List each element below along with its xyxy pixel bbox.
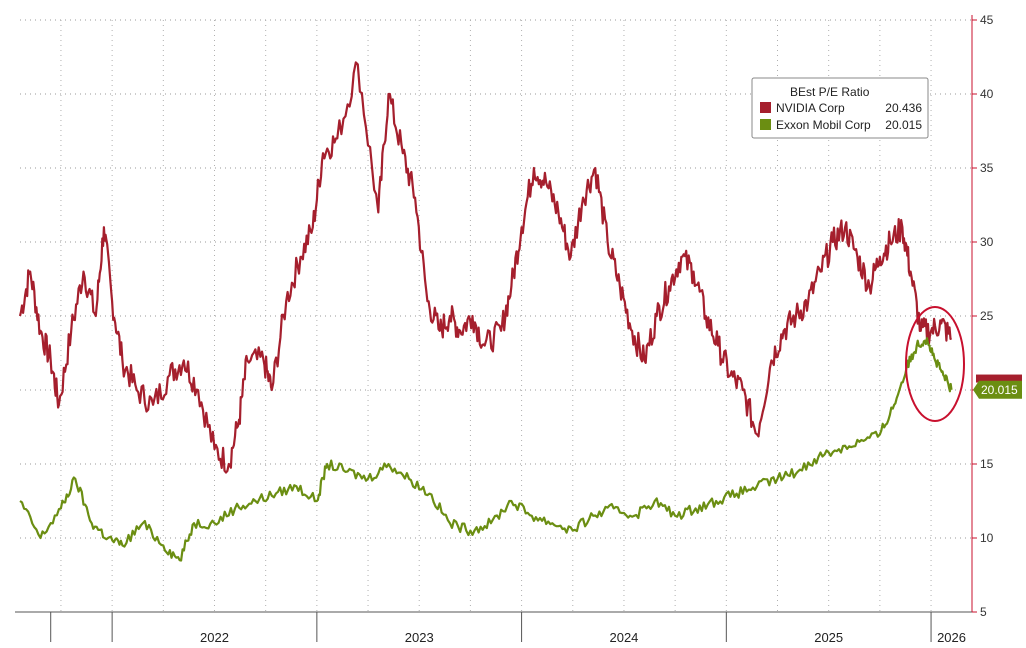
y-tick-label-5: 30 [980, 235, 994, 249]
series-line-exxon [19, 337, 953, 562]
legend-entry-name-1: Exxon Mobil Corp [776, 118, 871, 132]
last-value-tag-exxon [973, 380, 1022, 399]
last-value-tag-nvidia [976, 374, 1022, 383]
x-year-label-3: 2025 [814, 630, 843, 645]
x-year-label-2: 2024 [609, 630, 638, 645]
last-value-tag-label: 20.015 [981, 383, 1018, 397]
axes: 5101520253035404520222023202420252026 [15, 13, 994, 645]
x-year-label-1: 2023 [405, 630, 434, 645]
y-tick-label-4: 25 [980, 309, 994, 323]
y-tick-label-2: 15 [980, 457, 994, 471]
legend-swatch-0 [760, 102, 771, 113]
legend-entry-value-0: 20.436 [885, 101, 922, 115]
y-tick-label-1: 10 [980, 531, 994, 545]
y-tick-label-0: 5 [980, 605, 987, 619]
series-layer [18, 61, 953, 562]
highlight-circle [905, 306, 965, 422]
annotation-layer: 20.015 [905, 306, 1022, 422]
x-year-label-4: 2026 [937, 630, 966, 645]
y-tick-label-8: 45 [980, 13, 994, 27]
legend-title: BEst P/E Ratio [790, 85, 870, 99]
series-line-nvidia [18, 61, 953, 474]
legend-entry-name-0: NVIDIA Corp [776, 101, 845, 115]
gridlines [20, 19, 972, 613]
legend-entry-value-1: 20.015 [885, 118, 922, 132]
legend-swatch-1 [760, 119, 771, 130]
x-year-label-0: 2022 [200, 630, 229, 645]
y-tick-label-6: 35 [980, 161, 994, 175]
legend: BEst P/E Ratio NVIDIA Corp 20.436 Exxon Mob… [751, 77, 929, 139]
y-tick-label-7: 40 [980, 87, 994, 101]
legend-box [751, 77, 929, 139]
